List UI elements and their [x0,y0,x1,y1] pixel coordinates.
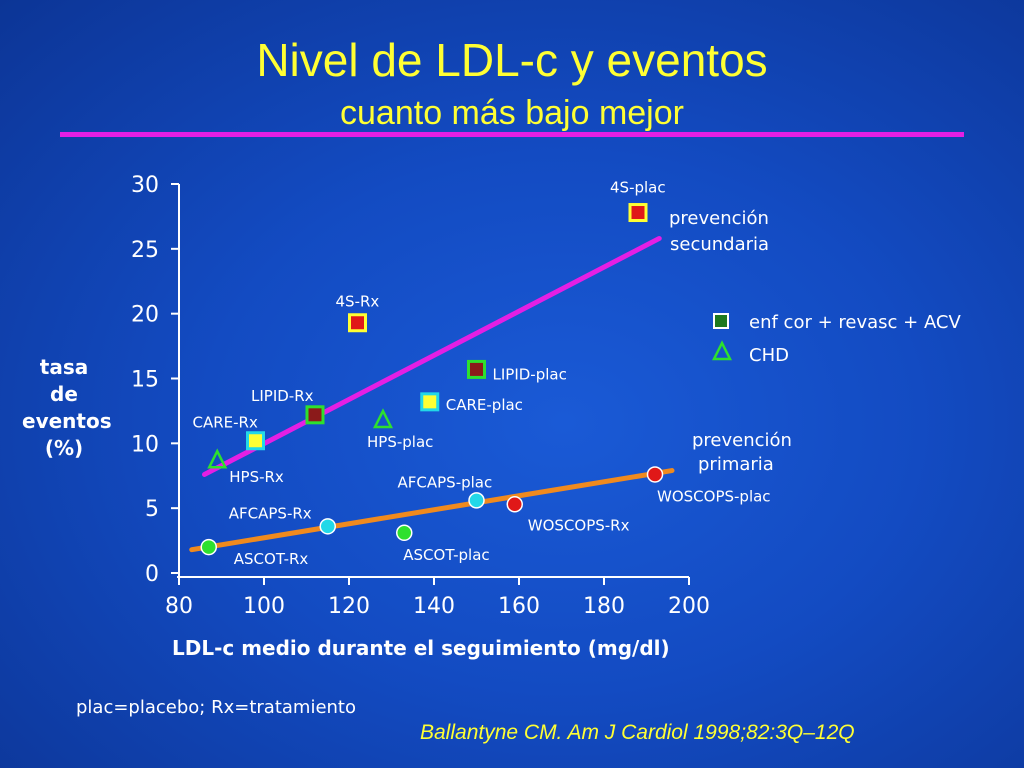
x-tick-label: 100 [243,594,285,619]
point-care-rx-label: CARE-Rx [193,414,258,432]
legend-square-icon [713,313,729,329]
point-hps-rx-marker [207,448,228,469]
y-axis-label: tasa de eventos (%) [22,354,112,462]
point-woscops-rx-label: WOSCOPS-Rx [528,516,630,534]
point-hps-plac-label: HPS-plac [367,433,433,451]
x-tick-label: 120 [328,594,370,619]
x-tick-label: 200 [668,594,710,619]
y-axis-label-line: eventos [22,409,112,433]
legend-label: CHD [749,345,789,366]
x-tick-label: 180 [583,594,625,619]
y-tick-label: 25 [131,238,159,263]
point-lipid-rx-marker [305,405,325,425]
slide-title: Nivel de LDL-c y eventos [256,34,768,86]
point-care-plac-marker [420,392,440,412]
x-axis-label: LDL-c medio durante el seguimiento (mg/d… [172,636,670,660]
title-divider [60,132,964,137]
point-care-rx-marker [246,431,265,451]
citation: Ballantyne CM. Am J Cardiol 1998;82:3Q–1… [420,721,855,744]
point-4s-plac-label: 4S-plac [610,179,666,197]
y-tick-label: 5 [145,497,159,522]
point-woscops-plac-label: WOSCOPS-plac [657,487,771,505]
y-tick-label: 20 [131,303,159,328]
point-afcaps-plac-marker [468,492,485,509]
y-tick-label: 0 [145,562,159,587]
y-tick-label: 10 [131,432,159,457]
point-ascot-rx-marker [200,538,217,556]
group-label-line: secundaria [670,234,769,255]
point-woscops-plac-marker [646,466,664,483]
point-4s-rx-marker [348,313,367,333]
x-tick-label: 140 [413,594,455,619]
y-tick-label: 15 [131,368,159,393]
point-afcaps-plac-label: AFCAPS-plac [398,473,493,491]
point-hps-plac-marker [372,408,394,429]
point-afcaps-rx-label: AFCAPS-Rx [229,504,312,522]
x-tick-label: 160 [498,594,540,619]
group-label-line: primaria [698,454,774,475]
footnote: plac=placebo; Rx=tratamiento [76,697,356,718]
trend-line-secundaria [202,235,662,477]
group-label-line: prevención [692,430,792,451]
y-axis-label-line: tasa [39,355,89,379]
trend-line-primaria [189,468,675,553]
y-tick-label: 30 [131,173,159,198]
legend-label: enf cor + revasc + ACV [749,312,962,333]
point-lipid-plac-label: LIPID-plac [493,365,567,383]
point-hps-rx-label: HPS-Rx [229,468,284,486]
point-ascot-plac-marker [396,524,413,542]
point-afcaps-rx-marker [319,518,336,535]
point-4s-plac-marker [628,203,648,223]
point-care-plac-label: CARE-plac [446,396,523,414]
point-4s-rx-label: 4S-Rx [336,293,380,311]
y-axis-label-line: de [50,382,78,406]
point-ascot-rx-label: ASCOT-Rx [234,550,309,568]
legend-triangle-icon [711,340,733,361]
y-axis-label-line: (%) [44,436,84,460]
point-lipid-plac-marker [467,359,486,379]
x-tick-label: 80 [165,594,193,619]
group-label-line: prevención [669,208,769,229]
point-woscops-rx-marker [506,496,523,513]
point-ascot-plac-label: ASCOT-plac [403,546,489,564]
point-lipid-rx-label: LIPID-Rx [251,387,314,405]
slide-subtitle: cuanto más bajo mejor [340,94,684,132]
